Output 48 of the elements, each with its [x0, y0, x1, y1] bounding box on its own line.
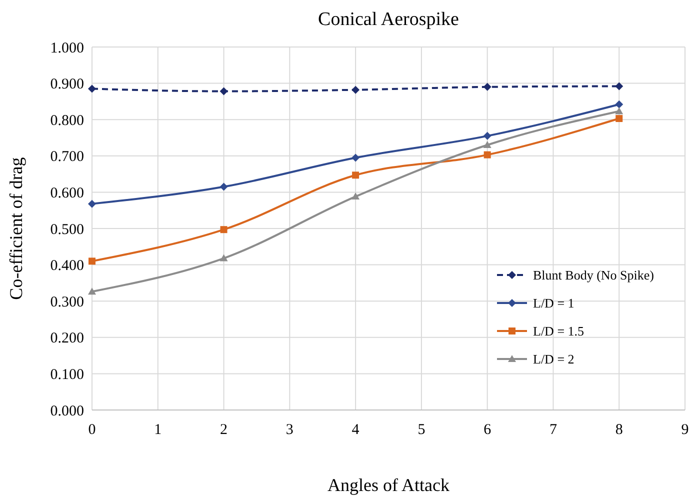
legend-label: L/D = 1.5	[533, 324, 584, 339]
legend-label: L/D = 2	[533, 352, 574, 367]
point	[483, 141, 492, 148]
chart-title: Conical Aerospike	[318, 9, 459, 30]
point	[615, 82, 624, 90]
x-tick-label: 5	[418, 422, 426, 438]
y-tick-label: 0.800	[50, 112, 84, 129]
y-tick-label: 0.500	[50, 222, 84, 238]
point	[352, 154, 360, 162]
legend-label: L/D = 1	[533, 296, 574, 311]
y-tick-label: 0.900	[50, 76, 84, 93]
x-tick-label: 1	[154, 422, 162, 438]
x-tick-label: 7	[549, 422, 558, 438]
x-tick-label: 6	[484, 422, 492, 438]
y-tick-label: 0.000	[50, 403, 84, 420]
point	[352, 192, 360, 200]
point	[615, 100, 624, 108]
point	[352, 172, 360, 179]
y-tick-label: 0.400	[50, 258, 84, 274]
legend-label: Blunt Body (No Spike)	[533, 268, 654, 283]
y-tick-label: 0.600	[50, 185, 84, 202]
y-tick-label: 0.300	[50, 294, 84, 310]
point	[88, 84, 96, 93]
x-tick-label: 8	[615, 422, 623, 438]
x-tick-label: 3	[286, 422, 294, 438]
y-tick-label: 1.000	[50, 40, 84, 56]
x-tick-label: 4	[352, 422, 360, 438]
y-tick-label: 0.700	[50, 149, 84, 166]
y-tick-label: 0.200	[50, 330, 84, 347]
x-tick-label: 9	[681, 422, 689, 438]
point	[88, 258, 96, 265]
point	[352, 86, 360, 94]
point	[615, 107, 624, 114]
point	[616, 115, 623, 122]
y-axis-title: Co-efficient of drag	[6, 157, 26, 300]
y-tick-label: 0.100	[50, 366, 84, 383]
point	[483, 132, 492, 140]
point	[483, 82, 492, 91]
point	[220, 87, 228, 96]
point	[88, 288, 96, 295]
x-axis-title: Angles of Attack	[328, 475, 450, 495]
point	[220, 182, 228, 191]
x-tick-label: 2	[220, 422, 228, 438]
x-tick-label: 0	[88, 422, 96, 438]
point	[88, 200, 96, 208]
point	[220, 226, 228, 234]
point	[220, 254, 228, 262]
point	[484, 151, 491, 158]
